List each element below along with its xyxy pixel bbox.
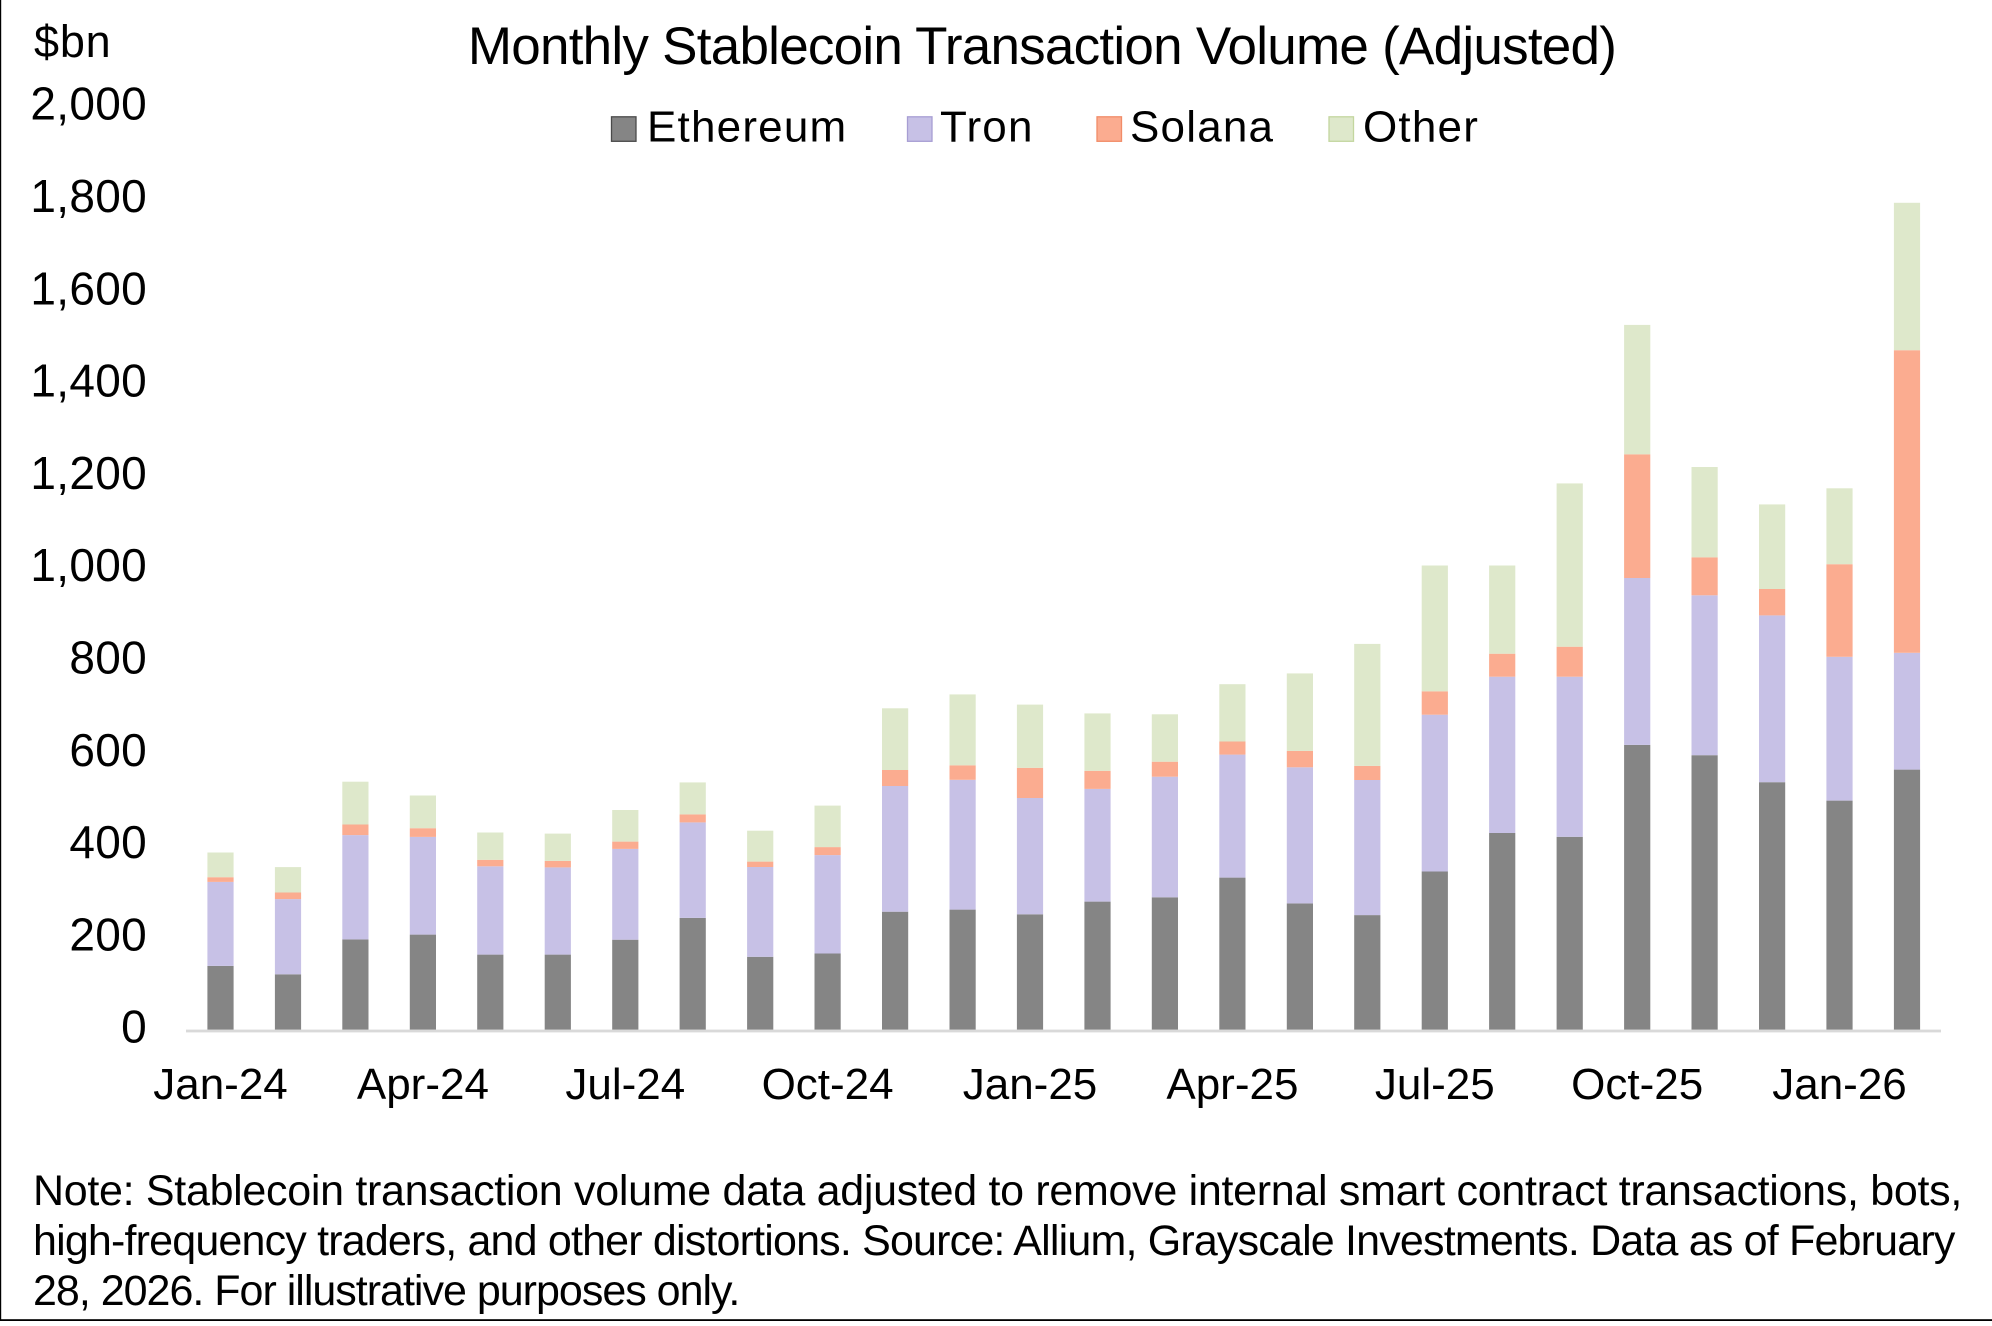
svg-text:1,600: 1,600 <box>30 262 147 314</box>
svg-text:Apr-24: Apr-24 <box>357 1060 489 1109</box>
svg-text:600: 600 <box>69 724 147 776</box>
svg-text:1,800: 1,800 <box>30 170 147 222</box>
svg-text:800: 800 <box>69 632 147 684</box>
svg-text:1,000: 1,000 <box>30 539 147 591</box>
svg-text:0: 0 <box>121 1001 147 1053</box>
svg-text:Jul-24: Jul-24 <box>565 1060 685 1109</box>
svg-text:Ethereum: Ethereum <box>647 103 847 152</box>
svg-text:Jan-26: Jan-26 <box>1772 1060 1907 1109</box>
svg-text:28, 2026. For illustrative pur: 28, 2026. For illustrative purposes only… <box>33 1267 739 1315</box>
svg-text:Monthly Stablecoin Transaction: Monthly Stablecoin Transaction Volume (A… <box>468 17 1616 76</box>
svg-text:Oct-24: Oct-24 <box>762 1060 894 1109</box>
svg-text:$bn: $bn <box>34 16 111 67</box>
svg-text:Jul-25: Jul-25 <box>1375 1060 1495 1109</box>
svg-text:Oct-25: Oct-25 <box>1571 1060 1703 1109</box>
svg-text:Jan-24: Jan-24 <box>153 1060 288 1109</box>
svg-text:200: 200 <box>69 908 147 960</box>
svg-text:1,400: 1,400 <box>30 355 147 407</box>
svg-text:2,000: 2,000 <box>30 78 147 130</box>
svg-text:Other: Other <box>1363 103 1479 152</box>
svg-text:high-frequency traders, and ot: high-frequency traders, and other distor… <box>33 1217 1956 1265</box>
svg-text:Apr-25: Apr-25 <box>1166 1060 1298 1109</box>
svg-text:Jan-25: Jan-25 <box>963 1060 1098 1109</box>
svg-text:400: 400 <box>69 816 147 868</box>
svg-text:Solana: Solana <box>1130 103 1274 152</box>
svg-text:Note: Stablecoin transaction v: Note: Stablecoin transaction volume data… <box>33 1167 1962 1215</box>
svg-text:Tron: Tron <box>940 103 1034 152</box>
svg-text:1,200: 1,200 <box>30 447 147 499</box>
